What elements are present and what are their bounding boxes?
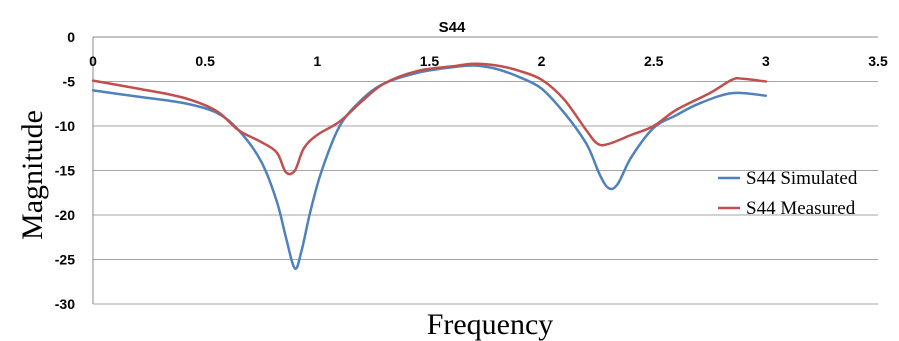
y-tick-label: -20 [55, 207, 75, 223]
x-tick-label: 2.5 [644, 53, 664, 69]
x-tick-label: 3 [762, 53, 770, 69]
y-tick-label: 0 [67, 29, 75, 45]
x-tick-label: 2 [538, 53, 546, 69]
y-tick-label: -10 [55, 118, 75, 134]
x-tick-label: 1 [313, 53, 321, 69]
chart-title: S44 [439, 19, 466, 36]
x-tick-label: 1.5 [420, 53, 440, 69]
series-line-1 [91, 62, 768, 176]
x-tick-labels: 0 0.5 1 1.5 2 2.5 3 3.5 [89, 53, 888, 69]
y-tick-labels: 0 -5 -10 -15 -20 -25 -30 [55, 29, 75, 312]
legend-label-1: S44 Measured [746, 198, 856, 219]
grid-lines [93, 81, 878, 305]
y-axis-title: Magnitude [16, 110, 49, 240]
x-tick-label: 0 [89, 53, 97, 69]
legend: S44 Simulated S44 Measured [718, 168, 858, 219]
x-tick-label: 3.5 [868, 53, 888, 69]
series-line-0 [91, 64, 768, 270]
y-tick-label: -5 [63, 74, 76, 90]
series-lines [91, 62, 768, 270]
x-tick-label: 0.5 [195, 53, 215, 69]
y-tick-label: -30 [55, 296, 75, 312]
y-tick-label: -25 [55, 252, 75, 268]
x-axis-title: Frequency [427, 308, 554, 341]
legend-label-0: S44 Simulated [746, 168, 858, 189]
y-tick-label: -15 [55, 163, 75, 179]
